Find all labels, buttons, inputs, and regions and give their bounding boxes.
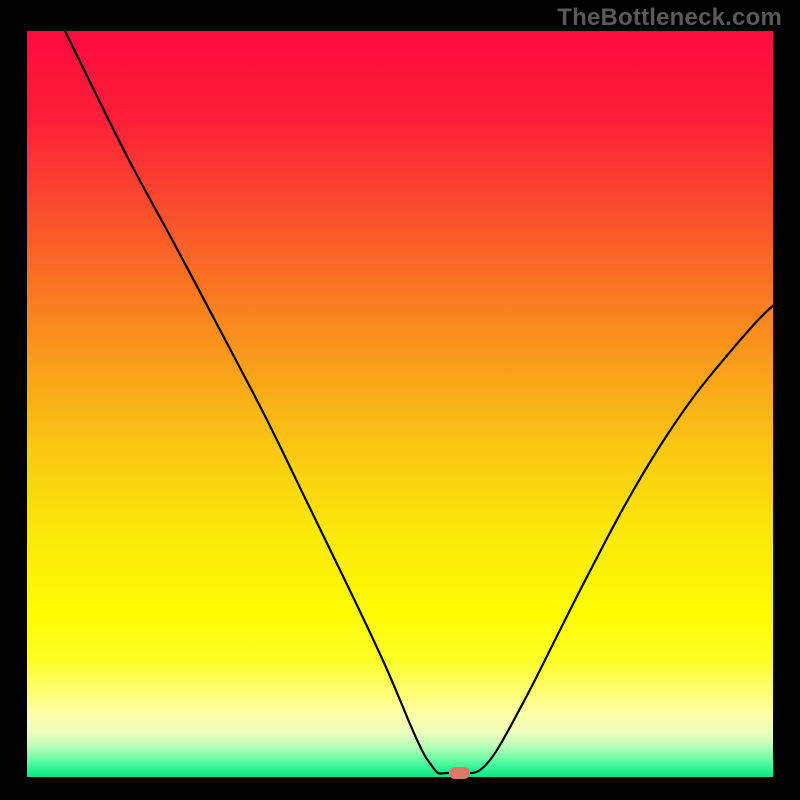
plot-background xyxy=(0,0,800,800)
chart-container: TheBottleneck.com xyxy=(0,0,800,800)
optimum-marker xyxy=(447,765,472,781)
watermark-text: TheBottleneck.com xyxy=(557,4,782,32)
